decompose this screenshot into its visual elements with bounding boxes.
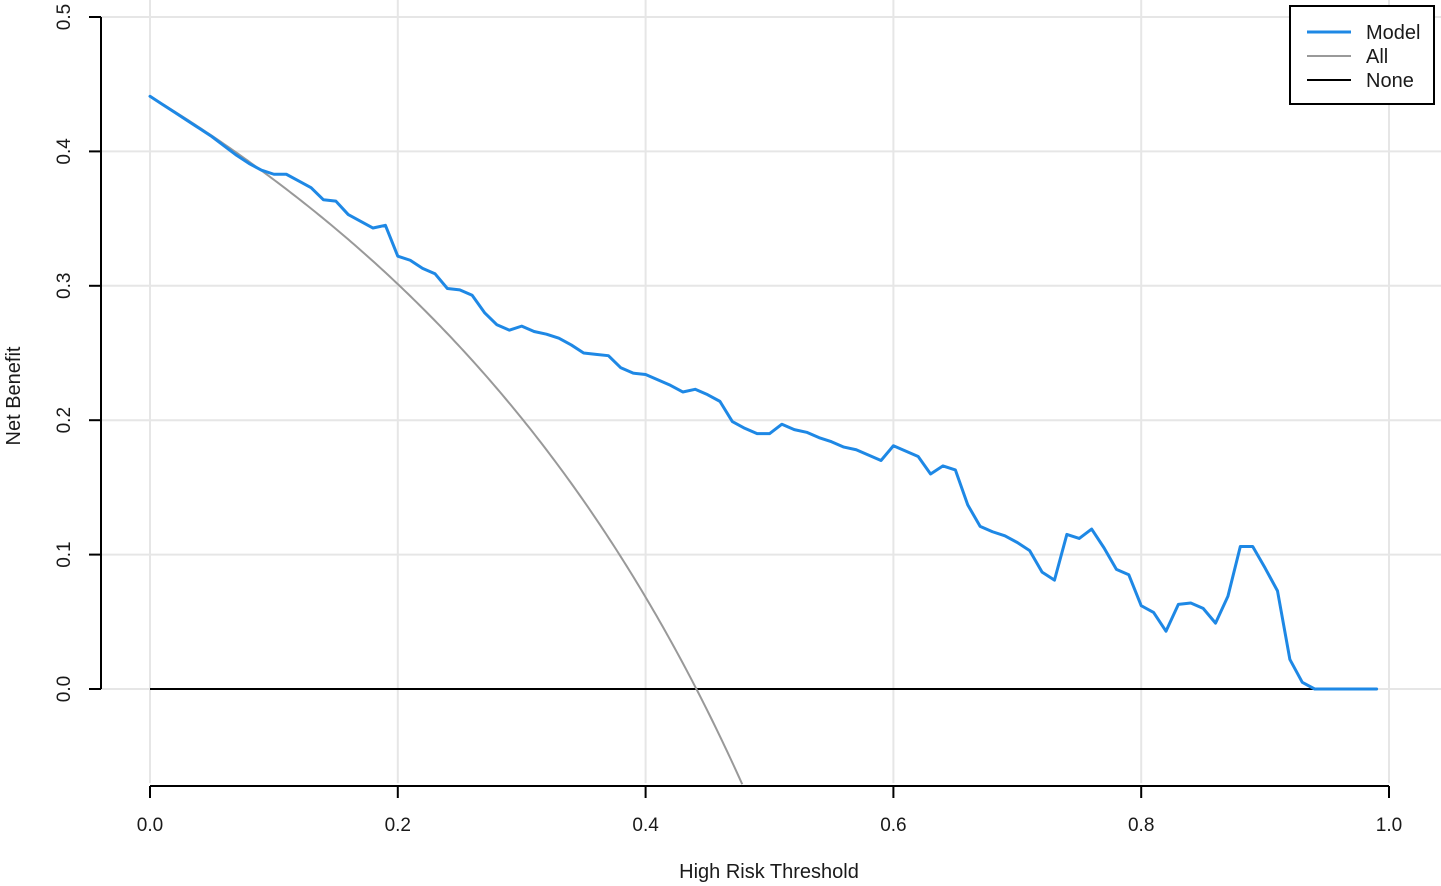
x-tick-label: 0.2 xyxy=(385,815,411,836)
x-tick-label: 0.4 xyxy=(632,815,659,836)
legend: Model All None xyxy=(1289,5,1435,105)
axes xyxy=(100,17,1389,787)
y-tick-label: 0.0 xyxy=(54,676,75,702)
x-tick-label: 0.0 xyxy=(137,815,163,836)
y-tick-label: 0.1 xyxy=(54,541,75,567)
y-tick-label: 0.5 xyxy=(54,4,75,30)
series-layer xyxy=(148,94,1379,785)
x-tick-label: 0.8 xyxy=(1128,815,1154,836)
legend-label-model: Model xyxy=(1366,22,1420,44)
y-tick-label: 0.2 xyxy=(54,407,75,433)
y-tick-label: 0.4 xyxy=(54,138,75,165)
x-tick-group: 0.0 0.2 0.4 0.6 0.8 1.0 xyxy=(137,786,1402,836)
grid-lines xyxy=(101,0,1441,784)
legend-label-none: None xyxy=(1366,70,1414,92)
y-tick-group: 0.0 0.1 0.2 0.3 0.4 0.5 xyxy=(54,4,101,702)
y-axis-title: Net Benefit xyxy=(3,346,25,445)
legend-label-all: All xyxy=(1366,46,1388,68)
x-tick-label: 0.6 xyxy=(880,815,906,836)
series-all-line xyxy=(149,95,744,785)
series-model-line xyxy=(148,94,1379,691)
y-tick-label: 0.3 xyxy=(54,273,75,299)
x-axis-title: High Risk Threshold xyxy=(679,861,859,883)
x-tick-label: 1.0 xyxy=(1376,815,1402,836)
